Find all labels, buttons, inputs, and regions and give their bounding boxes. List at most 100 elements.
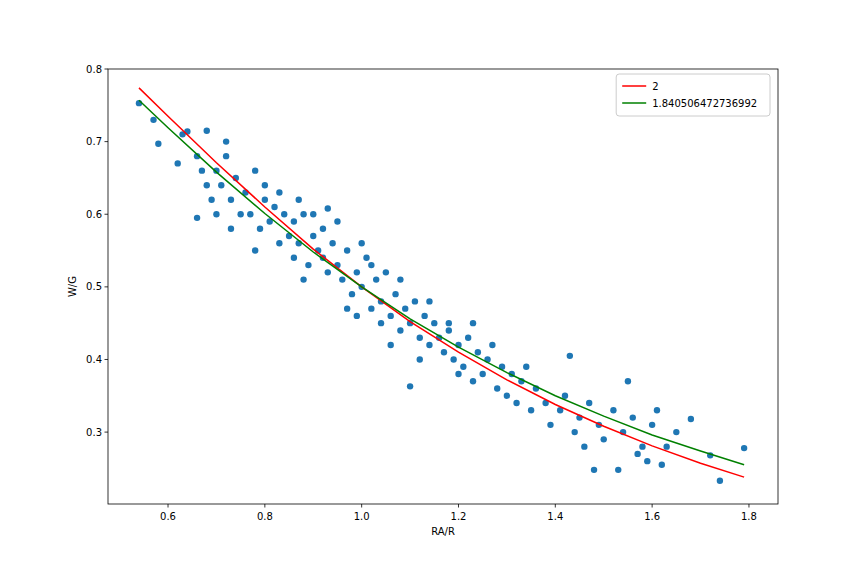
- scatter-point: [184, 128, 190, 134]
- chart: 0.60.81.01.21.41.61.80.30.40.50.60.70.8R…: [0, 0, 864, 576]
- scatter-point: [281, 211, 287, 217]
- scatter-point: [271, 204, 277, 210]
- scatter-point: [649, 422, 655, 428]
- x-axis-label: RA/R: [431, 526, 455, 537]
- scatter-point: [354, 313, 360, 319]
- scatter-point: [741, 445, 747, 451]
- scatter-point: [300, 276, 306, 282]
- scatter-point: [150, 117, 156, 123]
- scatter-point: [204, 128, 210, 134]
- scatter-point: [644, 458, 650, 464]
- scatter-point: [562, 393, 568, 399]
- scatter-point: [630, 414, 636, 420]
- x-tick-label: 1.4: [547, 511, 563, 522]
- scatter-point: [615, 467, 621, 473]
- y-tick-label: 0.4: [86, 354, 102, 365]
- scatter-point: [513, 400, 519, 406]
- scatter-point: [329, 240, 335, 246]
- x-tick-label: 0.8: [257, 511, 273, 522]
- scatter-point: [654, 407, 660, 413]
- scatter-point: [344, 305, 350, 311]
- x-tick: [264, 504, 265, 508]
- scatter-point: [194, 215, 200, 221]
- x-tick-label: 1.0: [354, 511, 370, 522]
- y-tick-label: 0.5: [86, 281, 102, 292]
- scatter-point: [368, 305, 374, 311]
- y-tick-label: 0.7: [86, 136, 102, 147]
- scatter-point: [320, 226, 326, 232]
- scatter-point: [446, 320, 452, 326]
- legend: 2 1.840506472736992: [616, 74, 770, 116]
- scatter-point: [402, 305, 408, 311]
- scatter-point: [334, 218, 340, 224]
- scatter-point: [310, 211, 316, 217]
- legend-label: 1.840506472736992: [652, 98, 757, 109]
- x-tick: [458, 504, 459, 508]
- scatter-point: [610, 407, 616, 413]
- scatter-point: [470, 378, 476, 384]
- scatter-point: [344, 247, 350, 253]
- scatter-point: [688, 416, 694, 422]
- scatter-point: [441, 349, 447, 355]
- scatter-point: [460, 364, 466, 370]
- plot-area: [136, 88, 748, 484]
- scatter-point: [397, 276, 403, 282]
- scatter-point: [421, 313, 427, 319]
- scatter-point: [276, 189, 282, 195]
- scatter-point: [639, 443, 645, 449]
- x-tick-label: 1.6: [644, 511, 660, 522]
- scatter-point: [489, 342, 495, 348]
- scatter-point: [388, 313, 394, 319]
- scatter-point: [223, 153, 229, 159]
- scatter-point: [523, 364, 529, 370]
- scatter-point: [291, 255, 297, 261]
- scatter-point: [296, 197, 302, 203]
- legend-line: [622, 85, 646, 87]
- y-axis-label: W/G: [67, 276, 78, 297]
- scatter-point: [601, 436, 607, 442]
- scatter-point: [218, 182, 224, 188]
- scatter-point: [581, 443, 587, 449]
- scatter-point: [358, 240, 364, 246]
- scatter-point: [300, 211, 306, 217]
- curve: [139, 100, 744, 465]
- scatter-point: [547, 422, 553, 428]
- scatter-point: [465, 334, 471, 340]
- scatter-point: [388, 342, 394, 348]
- scatter-point: [383, 269, 389, 275]
- scatter-point: [349, 291, 355, 297]
- scatter-point: [567, 353, 573, 359]
- legend-line: [622, 102, 646, 104]
- scatter-point: [175, 160, 181, 166]
- scatter-point: [339, 276, 345, 282]
- scatter-point: [634, 451, 640, 457]
- scatter-point: [426, 342, 432, 348]
- scatter-point: [528, 407, 534, 413]
- scatter-point: [455, 371, 461, 377]
- scatter-point: [450, 356, 456, 362]
- scatter-point: [494, 385, 500, 391]
- legend-label: 2: [652, 81, 658, 92]
- scatter-point: [291, 218, 297, 224]
- x-tick: [652, 504, 653, 508]
- scatter-point: [208, 197, 214, 203]
- y-tick: [105, 69, 109, 70]
- scatter-point: [479, 371, 485, 377]
- scatter-point: [262, 197, 268, 203]
- scatter-point: [407, 383, 413, 389]
- scatter-point: [504, 393, 510, 399]
- scatter-point: [204, 182, 210, 188]
- x-tick: [361, 504, 362, 508]
- x-tick: [168, 504, 169, 508]
- x-tick-label: 1.2: [451, 511, 467, 522]
- scatter-point: [392, 291, 398, 297]
- scatter-point: [199, 167, 205, 173]
- scatter-point: [354, 269, 360, 275]
- y-tick-label: 0.3: [86, 427, 102, 438]
- scatter-point: [325, 205, 331, 211]
- scatter-point: [591, 467, 597, 473]
- scatter-point: [412, 298, 418, 304]
- scatter-point: [252, 167, 258, 173]
- scatter-point: [310, 233, 316, 239]
- scatter-point: [213, 211, 219, 217]
